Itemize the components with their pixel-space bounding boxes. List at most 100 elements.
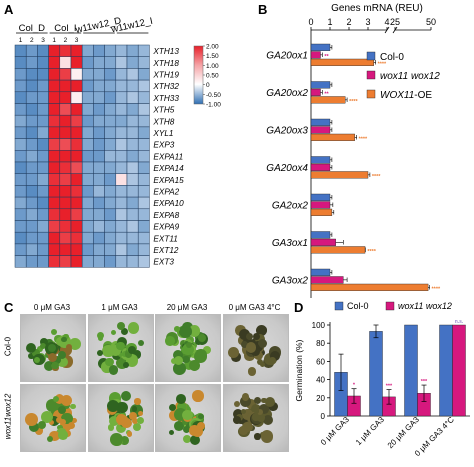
panel-letter-b: B <box>258 2 268 17</box>
seedling-blob <box>52 409 64 421</box>
heatmap-cell <box>59 255 72 268</box>
heatmap-cell <box>93 103 105 116</box>
seedling-blob <box>116 337 127 347</box>
gene-label: EXPA11 <box>153 152 183 161</box>
heatmap-cell <box>137 173 150 186</box>
heatmap-cell <box>48 68 61 81</box>
heatmap-cell <box>25 103 38 116</box>
heatmap-cell <box>70 126 83 139</box>
seedling-blob <box>260 408 273 421</box>
heatmap-cell <box>104 56 117 69</box>
heatmap-cell <box>59 161 72 174</box>
heatmap-cell <box>81 79 94 93</box>
category-label: GA20ox2 <box>266 88 308 99</box>
seedling-photo <box>20 314 86 382</box>
replicate-label: 1 <box>52 37 56 44</box>
heatmap-cell <box>104 161 117 174</box>
colorbar-tick-label: 2.00 <box>206 44 219 51</box>
seedling-blob <box>239 329 251 341</box>
heatmap-cell <box>14 173 27 186</box>
seedling-blob <box>188 325 201 338</box>
seedling-blob <box>182 409 193 420</box>
heatmap-cell <box>93 114 105 128</box>
gene-label: XTH33 <box>152 94 179 103</box>
heatmap-cell <box>126 68 139 81</box>
seedling-blob <box>34 425 44 435</box>
gene-label: XTH32 <box>152 82 179 91</box>
seedling-blob <box>68 337 81 350</box>
heatmap-cell <box>14 208 27 221</box>
heatmap-cell <box>25 150 38 163</box>
heatmap-cell <box>93 231 105 245</box>
heatmap-cell <box>137 255 150 268</box>
heatmap-cell <box>126 243 139 256</box>
heatmap-cell <box>104 150 117 163</box>
heatmap-cell <box>137 185 150 198</box>
heatmap-cell <box>93 196 105 210</box>
replicate-label: 3 <box>41 37 45 44</box>
panel-letter-c: C <box>4 300 14 315</box>
significance-mark: **** <box>349 99 358 105</box>
bar <box>369 331 383 417</box>
heatmap-cell <box>14 196 27 210</box>
seedling-blob <box>173 362 186 375</box>
heatmap-cell <box>48 56 61 69</box>
heatmap-cell <box>59 138 72 151</box>
seedling-blob <box>182 419 189 426</box>
seedling-photo <box>20 383 86 452</box>
seedling-blob <box>240 341 248 349</box>
heatmap-cell <box>137 114 150 128</box>
x-tick-label: 50 <box>426 17 436 27</box>
heatmap-cell <box>104 68 117 81</box>
category-label: GA20ox1 <box>266 50 308 61</box>
heatmap-cell <box>59 91 72 104</box>
heatmap-cell <box>14 138 27 151</box>
heatmap-cell <box>48 161 61 174</box>
heatmap-cell <box>48 91 61 104</box>
significance-mark: **** <box>372 174 381 180</box>
seedling-blob <box>115 423 126 434</box>
seedling-blob <box>246 332 254 340</box>
seedling-blob <box>178 324 192 338</box>
heatmap-cell <box>104 126 117 139</box>
legend-label: Col-0 <box>347 301 369 311</box>
colorbar-tick-label: 1.00 <box>206 63 219 70</box>
heatmap-cell <box>115 161 128 174</box>
seedling-blob <box>198 334 207 343</box>
seedling-blob <box>60 336 67 343</box>
heatmap-cell <box>126 255 139 268</box>
heatmap-cell <box>48 208 61 221</box>
seedling-blob <box>253 350 263 361</box>
colorbar <box>193 45 204 105</box>
heatmap-cell <box>104 220 117 233</box>
heatmap-cell <box>81 255 94 268</box>
heatmap-cell <box>70 114 83 128</box>
seedling-blob <box>189 434 200 446</box>
seedling-blob <box>137 339 144 347</box>
heatmap-cell <box>126 103 139 116</box>
seedling-blob <box>109 415 120 427</box>
gene-label: EXPA2 <box>153 188 179 197</box>
seedling-photo <box>155 314 221 382</box>
legend-label: WOX11-OE <box>380 90 432 101</box>
heatmap-cell <box>115 231 128 245</box>
seedling-blob <box>57 351 67 360</box>
heatmap-cell <box>126 114 139 128</box>
legend-swatch <box>385 301 395 311</box>
seedling-blob <box>57 356 68 368</box>
group-label: Col_D <box>19 23 46 34</box>
seedling-blob <box>55 416 63 424</box>
seedling-blob <box>256 409 263 415</box>
heatmap-cell <box>115 114 128 128</box>
heatmap-cell <box>14 79 27 93</box>
heatmap-cell <box>25 243 38 256</box>
seedling-blob <box>263 415 274 426</box>
seedling-blob <box>182 355 190 364</box>
heatmap-cell <box>59 243 72 256</box>
heatmap-cell <box>37 231 49 245</box>
seedling-blob <box>253 332 261 340</box>
seedling-blob <box>40 410 53 424</box>
gene-label: EXT3 <box>153 258 174 267</box>
heatmap-cell <box>115 220 128 233</box>
bar <box>310 126 331 134</box>
